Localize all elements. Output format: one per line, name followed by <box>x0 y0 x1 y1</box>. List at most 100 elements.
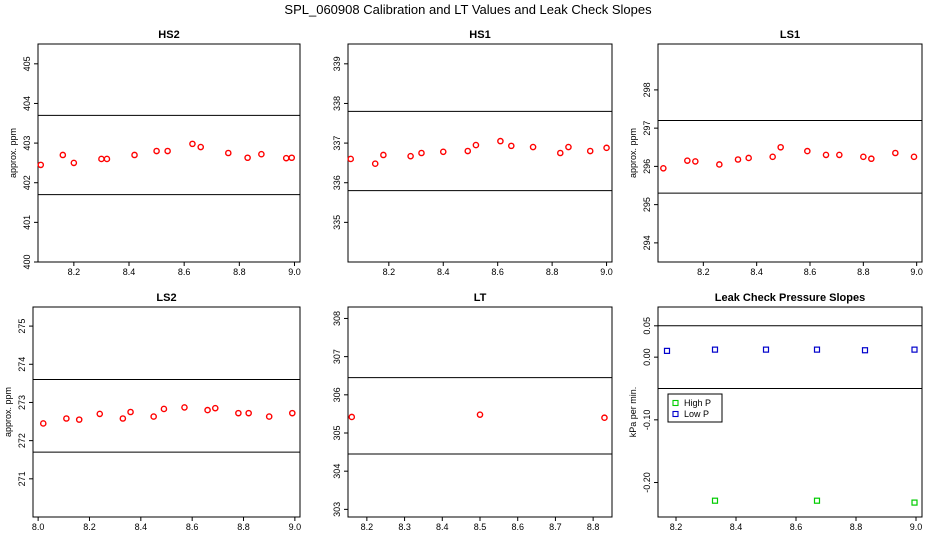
y-tick-label: 294 <box>642 235 652 250</box>
data-point <box>153 147 160 155</box>
data-point <box>235 409 242 417</box>
y-tick-label: -0.10 <box>642 410 652 431</box>
panel-title: HS1 <box>469 29 490 41</box>
y-axis-label: approx. ppm <box>628 128 638 178</box>
data-point <box>711 346 719 353</box>
data-point <box>836 151 843 159</box>
data-point <box>860 153 867 161</box>
y-tick-label: 303 <box>332 502 342 517</box>
y-tick-label: 336 <box>332 175 342 190</box>
x-tick-label: 8.6 <box>186 522 199 532</box>
data-point <box>380 151 387 159</box>
legend-marker <box>672 410 679 418</box>
data-point <box>211 404 219 412</box>
data-point <box>160 405 168 413</box>
plot-frame <box>657 306 923 518</box>
data-point <box>103 155 111 163</box>
plot-frame <box>347 43 613 263</box>
data-point <box>204 406 211 414</box>
x-tick-label: 8.0 <box>32 522 45 532</box>
data-point <box>603 144 610 152</box>
x-tick-label: 8.8 <box>850 522 863 532</box>
data-point <box>164 147 171 155</box>
data-point <box>476 411 484 418</box>
x-tick-label: 8.2 <box>361 522 374 532</box>
data-point <box>131 151 138 159</box>
data-point <box>63 415 70 422</box>
plot-frame <box>32 306 301 518</box>
y-tick-label: 307 <box>332 349 342 364</box>
data-point <box>258 150 265 158</box>
x-tick-label: 9.0 <box>289 522 302 532</box>
x-tick-label: 8.6 <box>511 522 524 532</box>
data-point <box>59 151 67 159</box>
data-point <box>75 416 83 423</box>
data-point <box>813 346 821 353</box>
data-point <box>601 414 608 422</box>
y-tick-label: 0.05 <box>642 317 652 335</box>
x-tick-label: 8.8 <box>857 267 870 277</box>
y-tick-label: 405 <box>22 56 32 71</box>
data-point <box>911 346 918 353</box>
data-point <box>98 155 105 163</box>
x-tick-label: 9.0 <box>288 267 301 277</box>
x-tick-label: 8.4 <box>730 522 743 532</box>
x-tick-label: 8.6 <box>804 267 817 277</box>
x-tick-label: 8.3 <box>398 522 411 532</box>
data-point <box>716 161 723 168</box>
data-point <box>288 154 296 162</box>
y-tick-label: 274 <box>17 357 27 372</box>
data-point <box>288 409 296 417</box>
panel-title: LT <box>474 292 487 304</box>
y-tick-label: -0.20 <box>642 472 652 493</box>
y-tick-label: 305 <box>332 425 342 440</box>
x-tick-label: 8.8 <box>546 267 559 277</box>
y-tick-label: 295 <box>642 197 652 212</box>
data-point <box>663 347 671 354</box>
plot-frame <box>657 43 923 263</box>
data-point <box>777 143 784 151</box>
data-point <box>497 137 504 145</box>
data-point <box>348 413 356 421</box>
data-point <box>189 140 196 148</box>
x-tick-label: 8.2 <box>697 267 710 277</box>
x-tick-label: 8.6 <box>790 522 803 532</box>
data-point <box>439 148 447 156</box>
x-tick-label: 8.4 <box>437 267 450 277</box>
chart-panel-2: LS1 8.2 8.4 8.6 8.8 9.0 294 295 296 297 298 approx.… <box>628 29 923 277</box>
x-tick-label: 8.4 <box>436 522 449 532</box>
data-point <box>37 161 45 169</box>
data-point <box>556 149 564 157</box>
data-point <box>745 154 752 162</box>
data-point <box>762 346 770 353</box>
x-tick-label: 9.0 <box>910 267 923 277</box>
y-tick-label: 298 <box>642 82 652 97</box>
x-tick-label: 9.0 <box>600 267 613 277</box>
panel-title: Leak Check Pressure Slopes <box>715 292 865 304</box>
plot-frame <box>37 43 301 263</box>
data-point <box>813 497 821 504</box>
data-point <box>197 143 205 151</box>
data-point <box>507 142 515 150</box>
x-tick-label: 8.4 <box>135 522 148 532</box>
data-point <box>868 155 875 163</box>
y-tick-label: 275 <box>17 319 27 334</box>
data-point <box>244 154 251 162</box>
y-tick-label: 337 <box>332 136 342 151</box>
data-point <box>660 164 667 172</box>
data-point <box>96 410 104 418</box>
chart-panel-4: LT 8.2 8.3 8.4 8.5 8.6 8.7 8.8 303 304 305 306 307 30… <box>332 292 613 532</box>
data-point <box>418 149 425 157</box>
data-point <box>119 415 127 422</box>
figure-title: SPL_060908 Calibration and LT Values and… <box>284 2 652 17</box>
y-tick-label: 403 <box>22 136 32 151</box>
y-tick-label: 304 <box>332 464 342 479</box>
data-point <box>692 158 699 165</box>
y-axis-label: kPa per min. <box>628 387 638 438</box>
x-tick-label: 8.2 <box>83 522 96 532</box>
chart-panel-5: Leak Check Pressure Slopes 8.2 8.4 8.6 8.8 9.… <box>628 292 923 532</box>
legend-label: High P <box>684 398 711 408</box>
y-tick-label: 273 <box>17 395 27 410</box>
data-point <box>265 413 273 420</box>
